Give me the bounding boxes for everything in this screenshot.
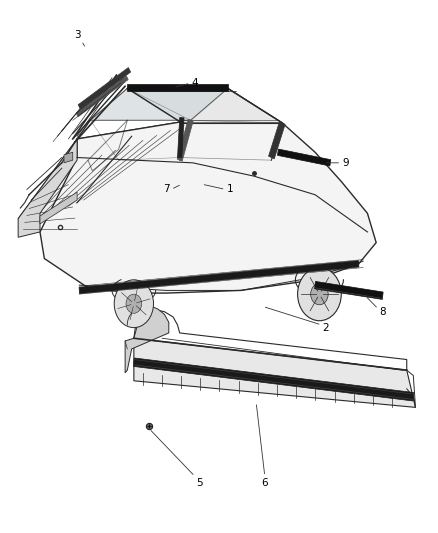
Polygon shape bbox=[314, 281, 383, 300]
Polygon shape bbox=[79, 261, 359, 294]
Circle shape bbox=[297, 268, 341, 321]
Polygon shape bbox=[18, 120, 191, 221]
Polygon shape bbox=[177, 117, 184, 158]
Text: 4: 4 bbox=[192, 78, 198, 88]
Polygon shape bbox=[78, 68, 131, 109]
Polygon shape bbox=[40, 192, 77, 224]
Circle shape bbox=[114, 280, 153, 328]
Polygon shape bbox=[268, 122, 285, 159]
Text: 3: 3 bbox=[74, 30, 81, 41]
Polygon shape bbox=[18, 139, 77, 237]
Polygon shape bbox=[90, 88, 228, 120]
Text: 8: 8 bbox=[379, 306, 386, 317]
Circle shape bbox=[311, 284, 328, 305]
Polygon shape bbox=[134, 338, 416, 407]
Text: 6: 6 bbox=[261, 478, 268, 488]
Polygon shape bbox=[40, 88, 376, 293]
Text: 5: 5 bbox=[196, 478, 203, 488]
Polygon shape bbox=[125, 306, 169, 373]
Text: 2: 2 bbox=[323, 322, 329, 333]
Polygon shape bbox=[127, 84, 228, 91]
Polygon shape bbox=[177, 119, 193, 161]
Polygon shape bbox=[278, 149, 331, 166]
Polygon shape bbox=[134, 358, 413, 401]
Polygon shape bbox=[64, 152, 73, 163]
Polygon shape bbox=[127, 88, 283, 123]
Text: 9: 9 bbox=[343, 158, 349, 168]
Text: 7: 7 bbox=[163, 184, 170, 195]
Circle shape bbox=[126, 294, 142, 313]
Polygon shape bbox=[76, 76, 128, 117]
Text: 1: 1 bbox=[226, 184, 233, 195]
